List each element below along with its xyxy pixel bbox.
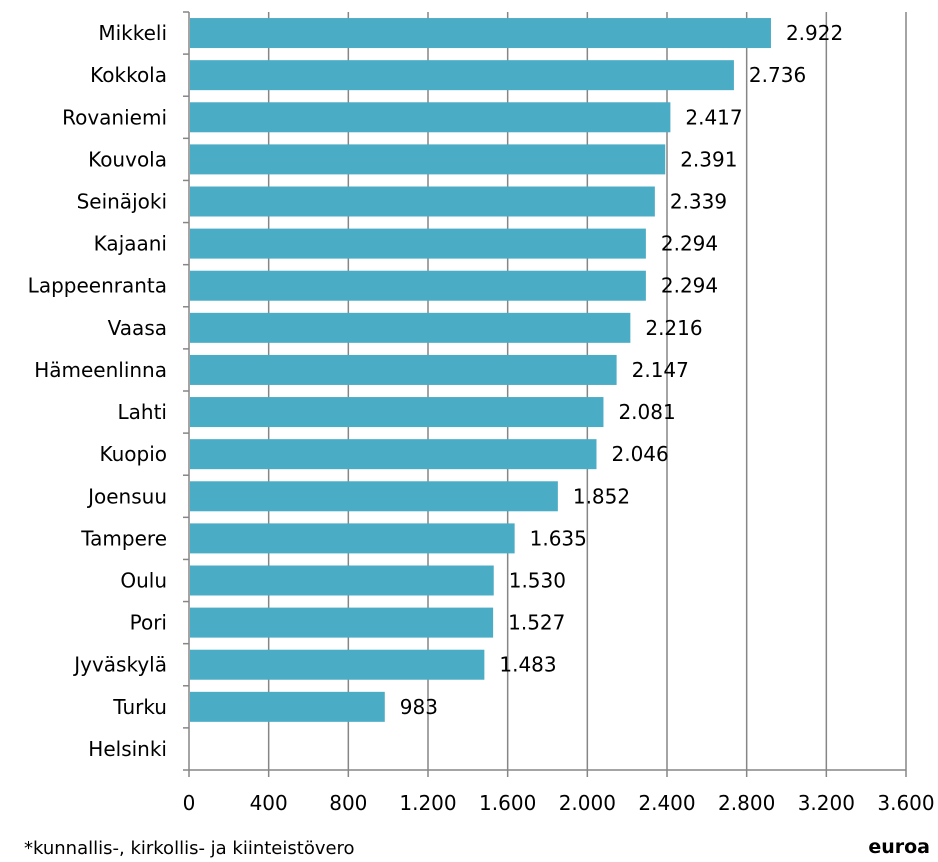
x-tick-label: 1.600 bbox=[479, 791, 536, 815]
x-tick-label: 0 bbox=[183, 791, 196, 815]
bar bbox=[190, 691, 385, 722]
category-label: Joensuu bbox=[86, 484, 167, 508]
bar bbox=[190, 186, 655, 217]
x-tick-label: 2.800 bbox=[718, 791, 775, 815]
category-label: Jyväskylä bbox=[72, 653, 167, 677]
data-label: 2.736 bbox=[749, 63, 806, 87]
data-label: 1.530 bbox=[509, 569, 566, 593]
category-label: Kajaani bbox=[94, 232, 167, 256]
x-tick-label: 3.200 bbox=[798, 791, 855, 815]
bar bbox=[190, 228, 646, 259]
x-tick-label: 400 bbox=[250, 791, 288, 815]
bar bbox=[190, 144, 666, 175]
category-label: Mikkeli bbox=[98, 21, 167, 45]
x-tick-label: 1.200 bbox=[399, 791, 456, 815]
bar bbox=[190, 60, 734, 91]
data-label: 2.339 bbox=[670, 190, 727, 214]
category-label: Turku bbox=[112, 695, 167, 719]
x-tick-label: 2.000 bbox=[559, 791, 616, 815]
bar bbox=[190, 312, 631, 343]
category-label: Lahti bbox=[118, 400, 167, 424]
category-label: Kokkola bbox=[90, 63, 167, 87]
data-label: 2.922 bbox=[786, 21, 843, 45]
category-label: Hämeenlinna bbox=[34, 358, 167, 382]
data-label: 1.635 bbox=[530, 526, 587, 550]
data-label: 2.391 bbox=[680, 147, 737, 171]
data-label: 1.527 bbox=[508, 611, 565, 635]
data-label: 2.294 bbox=[661, 274, 718, 298]
data-label: 2.081 bbox=[618, 400, 675, 424]
category-label: Pori bbox=[130, 611, 167, 635]
x-tick-label: 2.400 bbox=[638, 791, 695, 815]
bar bbox=[190, 607, 494, 638]
bar bbox=[190, 270, 646, 301]
x-tick-label: 3.600 bbox=[877, 791, 934, 815]
category-label: Oulu bbox=[120, 569, 167, 593]
bar bbox=[190, 565, 494, 596]
data-label: 2.216 bbox=[645, 316, 702, 340]
category-label: Rovaniemi bbox=[62, 105, 167, 129]
data-label: 2.147 bbox=[632, 358, 689, 382]
category-label: Kouvola bbox=[88, 147, 167, 171]
x-tick-label: 800 bbox=[329, 791, 367, 815]
data-label: 1.852 bbox=[573, 484, 630, 508]
category-label: Lappeenranta bbox=[28, 274, 167, 298]
category-label: Seinäjoki bbox=[77, 190, 167, 214]
x-axis-unit-label: euroa bbox=[868, 836, 930, 858]
data-label: 983 bbox=[400, 695, 438, 719]
bar bbox=[190, 397, 604, 428]
data-label: 2.417 bbox=[685, 105, 742, 129]
bar bbox=[190, 354, 617, 385]
bar bbox=[190, 649, 485, 680]
bar bbox=[190, 481, 558, 512]
chart-footnote: *kunnallis-, kirkollis- ja kiinteistöver… bbox=[24, 838, 355, 859]
category-label: Tampere bbox=[80, 526, 167, 550]
category-label: Helsinki bbox=[88, 737, 167, 761]
category-label: Vaasa bbox=[108, 316, 167, 340]
bar bbox=[190, 18, 771, 49]
data-label: 2.294 bbox=[661, 232, 718, 256]
bar bbox=[190, 102, 671, 133]
data-label: 1.483 bbox=[499, 653, 556, 677]
bar bbox=[190, 523, 515, 554]
bar bbox=[190, 439, 597, 470]
data-label: 2.046 bbox=[611, 442, 668, 466]
category-label: Kuopio bbox=[99, 442, 167, 466]
